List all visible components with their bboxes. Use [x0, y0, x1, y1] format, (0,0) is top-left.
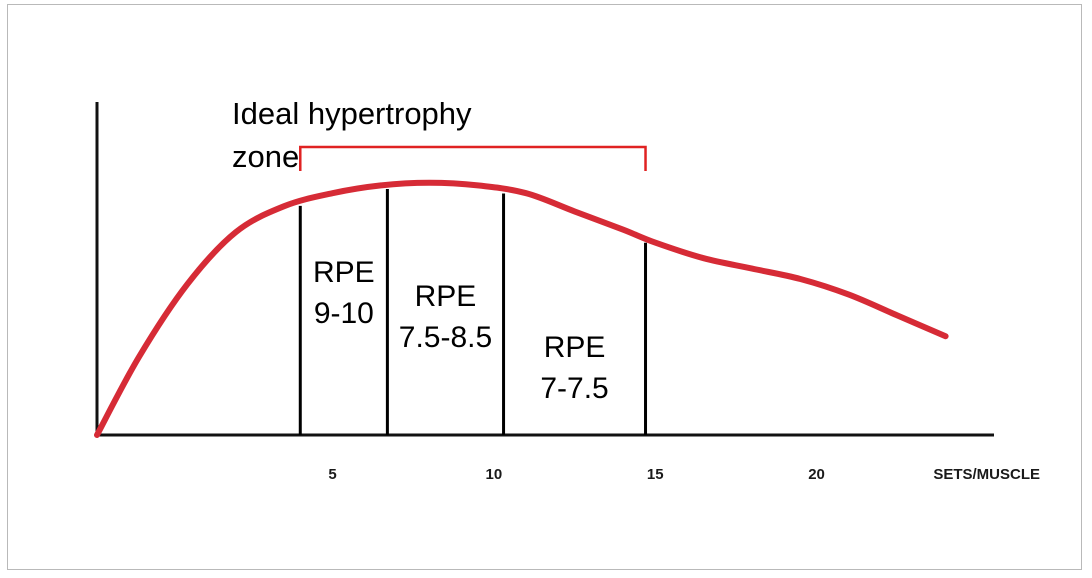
rpe-zone-value: 7-7.5 [540, 372, 608, 405]
rpe-zone-value: 7.5-8.5 [399, 321, 492, 354]
x-tick-label: 15 [647, 466, 664, 483]
x-tick-label: 20 [808, 466, 825, 483]
x-tick-label: 5 [328, 466, 336, 483]
zone-annotation-line2: zone [232, 139, 299, 174]
rpe-zone-label: RPE [313, 256, 375, 289]
x-tick-label: 10 [486, 466, 503, 483]
rpe-zone-value: 9-10 [314, 297, 374, 330]
zone-annotation-line1: Ideal hypertrophy [232, 96, 472, 131]
rpe-zone-label: RPE [415, 280, 477, 313]
series-line [94, 179, 949, 438]
x-axis-label: SETS/MUSCLE [933, 466, 1040, 483]
rpe-zone-label: RPE [544, 331, 606, 364]
hypertrophy-zone-bracket [299, 145, 647, 171]
